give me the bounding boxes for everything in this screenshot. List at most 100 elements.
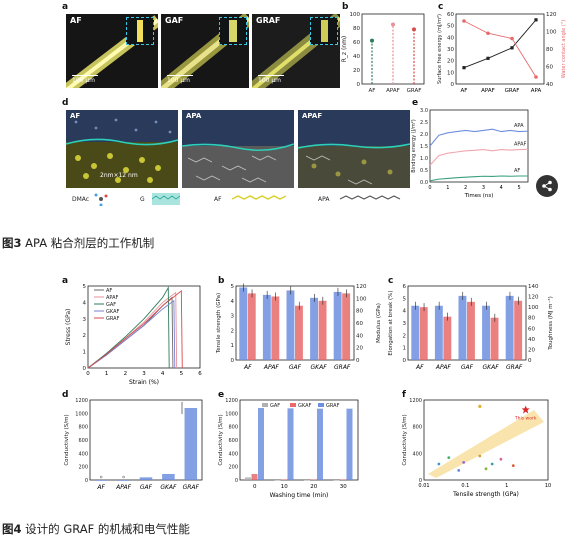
series-point	[462, 66, 466, 70]
series-point	[534, 75, 538, 79]
bar-GKAF-20	[310, 479, 317, 480]
simulation-image	[182, 110, 294, 188]
legend-label: GRAF	[326, 403, 340, 409]
category-label: APAF	[386, 88, 400, 94]
tick-label: 2.0	[420, 132, 428, 138]
series-label: AF	[514, 168, 520, 174]
tick-label: 1	[105, 371, 109, 377]
tick-label: 0	[528, 358, 532, 364]
tick-label: 800	[412, 425, 422, 431]
legend-swatch	[262, 403, 268, 407]
simulation-af: AF 2nm×12 nm	[66, 110, 178, 188]
panel-label-4e: e	[218, 390, 225, 400]
legend-apa-label: APA	[318, 196, 330, 203]
legend-dmac: DMAc	[72, 196, 89, 203]
tick-label: 2	[403, 333, 407, 339]
tick-label: 2	[231, 328, 235, 334]
series-point	[486, 56, 490, 60]
literature-point	[457, 469, 461, 472]
graphene-sheet-icon	[152, 193, 180, 205]
legend-label: AF	[106, 288, 112, 294]
tick-label: 2	[464, 185, 467, 191]
axis-label: Conductivity (S/m)	[64, 414, 70, 465]
tick-label: 20	[528, 347, 535, 353]
bar-Tensile strength-GAF	[286, 290, 295, 360]
category-label: APA	[531, 88, 542, 94]
series-line	[463, 19, 537, 69]
axis-label: Tensile strength (GPa)	[452, 491, 519, 498]
plot-frame	[455, 13, 545, 85]
tick-label: 400	[78, 451, 88, 457]
bar-Modulus-APAF	[271, 296, 280, 360]
tick-label: 40	[528, 337, 535, 343]
tick-label: 0	[357, 82, 361, 88]
tick-label: 3	[231, 314, 235, 320]
inset-zoom	[310, 17, 338, 45]
tick-label: 1000	[225, 411, 238, 417]
chart-4b: 0 1 2 3 4 5 0 20 40 60 80 100 120 Tensile strength (G…	[216, 283, 382, 371]
tick-label: 100	[528, 305, 539, 311]
bar-Tensile strength-GKAF	[310, 297, 318, 360]
tick-label: 20	[353, 68, 360, 74]
axis-label: Water contact angle (°)	[561, 20, 567, 79]
trend-arrow	[428, 410, 544, 478]
chart-4d: 0 200 400 600 800 1000 1200 Conductivity (S/m) A…	[64, 398, 203, 491]
literature-point	[511, 464, 515, 467]
bar-Toughness-GKAF	[490, 317, 499, 360]
tick-label: 3	[403, 321, 407, 327]
scale-label: 100 μm	[258, 77, 282, 84]
tick-label: 120	[356, 284, 367, 290]
tick-label: 80	[356, 309, 363, 315]
series-point	[510, 46, 514, 50]
tick-label: 3	[83, 317, 87, 323]
inset-zoom	[219, 17, 247, 45]
micrograph-graf: GRAF 100 μm	[252, 14, 340, 88]
tick-label: 0	[83, 366, 87, 372]
bar-Tensile strength-GRAF	[333, 291, 342, 360]
bar-Toughness-GAF	[467, 301, 475, 360]
panel-label-3d: d	[62, 98, 69, 108]
bar-GAF	[139, 477, 153, 480]
legend-dmac-label: DMAc	[72, 196, 90, 203]
tick-label: 0	[85, 478, 88, 484]
micrograph-tag: AF	[70, 16, 82, 25]
tick-label: 0.01	[418, 483, 429, 489]
simulation-apa: APA	[182, 110, 294, 188]
zero-marker	[99, 475, 103, 479]
this-work-star	[521, 405, 530, 414]
bar-Toughness-GRAF	[514, 300, 523, 360]
share-button[interactable]	[536, 175, 558, 197]
tick-label: 5	[403, 296, 407, 302]
tick-label: 40	[356, 333, 363, 339]
legend-label: GRAF	[106, 316, 120, 322]
tick-label: 5	[180, 371, 184, 377]
series-point	[534, 18, 538, 22]
simulation-tag: APA	[186, 112, 202, 120]
tick-label: 2	[83, 333, 87, 339]
simulation-image	[66, 110, 178, 188]
category-label: GRAF	[506, 364, 523, 371]
series-point	[462, 19, 466, 23]
tick-label: 100	[356, 296, 367, 302]
axis-label: Washing time (min)	[270, 492, 329, 499]
legend-label: GAF	[106, 302, 116, 308]
tick-label: 6	[403, 284, 407, 290]
bar-GAF-20	[304, 480, 311, 481]
tick-label: 6	[198, 371, 202, 377]
category-label: 10	[281, 484, 288, 490]
tick-label: 20	[356, 346, 363, 352]
point-APAF	[391, 22, 395, 27]
bar-Modulus-GKAF	[318, 300, 327, 360]
panel-label-3e: e	[412, 98, 419, 108]
series-APAF	[429, 148, 529, 166]
literature-point	[490, 462, 494, 466]
panel-label-4c: c	[388, 276, 394, 286]
tick-label: 10	[545, 483, 551, 489]
tick-label: 0	[356, 358, 360, 364]
legend-g: G	[140, 196, 145, 203]
tick-label: 0	[86, 371, 90, 377]
tick-label: 1.0	[420, 156, 428, 162]
literature-point	[499, 457, 503, 461]
